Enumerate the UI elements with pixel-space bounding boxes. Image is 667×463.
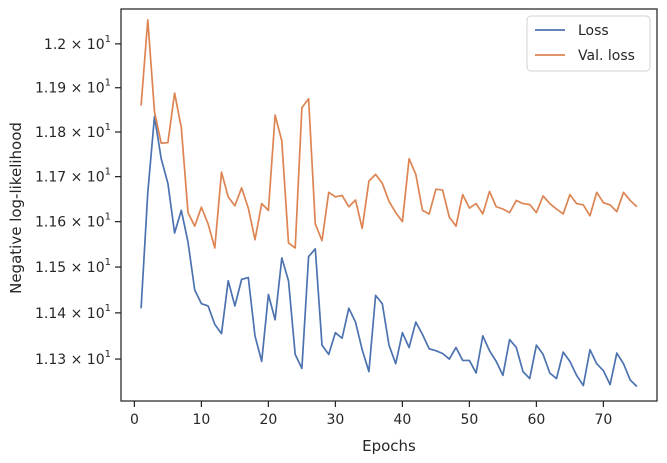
y-tick-label: 1.2 × 101 <box>44 34 111 53</box>
y-tick-label: 1.14 × 101 <box>35 303 111 322</box>
y-axis-ticks: 1.13 × 101 1.14 × 101 1.15 × 101 1.16 × 101… <box>35 34 121 368</box>
x-axis-label: Epochs <box>362 437 416 455</box>
series-line-val-loss <box>140 19 638 249</box>
x-tick-label: 20 <box>259 412 277 428</box>
legend-label: Loss <box>578 23 609 39</box>
x-tick-label: 30 <box>326 412 344 428</box>
x-tick-label: 70 <box>594 412 612 428</box>
y-tick-label: 1.19 × 101 <box>35 78 111 97</box>
x-tick-label: 60 <box>527 412 545 428</box>
y-tick-label: 1.17 × 101 <box>35 167 111 186</box>
y-axis-label: Negative log-likelihood <box>7 122 25 294</box>
series-layer <box>140 19 638 388</box>
x-tick-label: 0 <box>130 412 139 428</box>
y-tick-label: 1.16 × 101 <box>35 212 111 231</box>
y-tick-label: 1.15 × 101 <box>35 257 111 276</box>
y-tick-label: 1.13 × 101 <box>35 349 111 368</box>
x-axis-ticks: 0 10 20 30 40 50 60 70 <box>130 401 612 428</box>
x-tick-label: 50 <box>460 412 478 428</box>
series-line-loss <box>140 115 638 388</box>
x-tick-label: 40 <box>393 412 411 428</box>
plot-area <box>120 8 658 402</box>
legend: Loss Val. loss <box>526 15 651 72</box>
x-tick-label: 10 <box>192 412 210 428</box>
legend-label: Val. loss <box>578 48 635 64</box>
y-tick-label: 1.18 × 101 <box>35 122 111 141</box>
plot-frame <box>120 8 658 402</box>
